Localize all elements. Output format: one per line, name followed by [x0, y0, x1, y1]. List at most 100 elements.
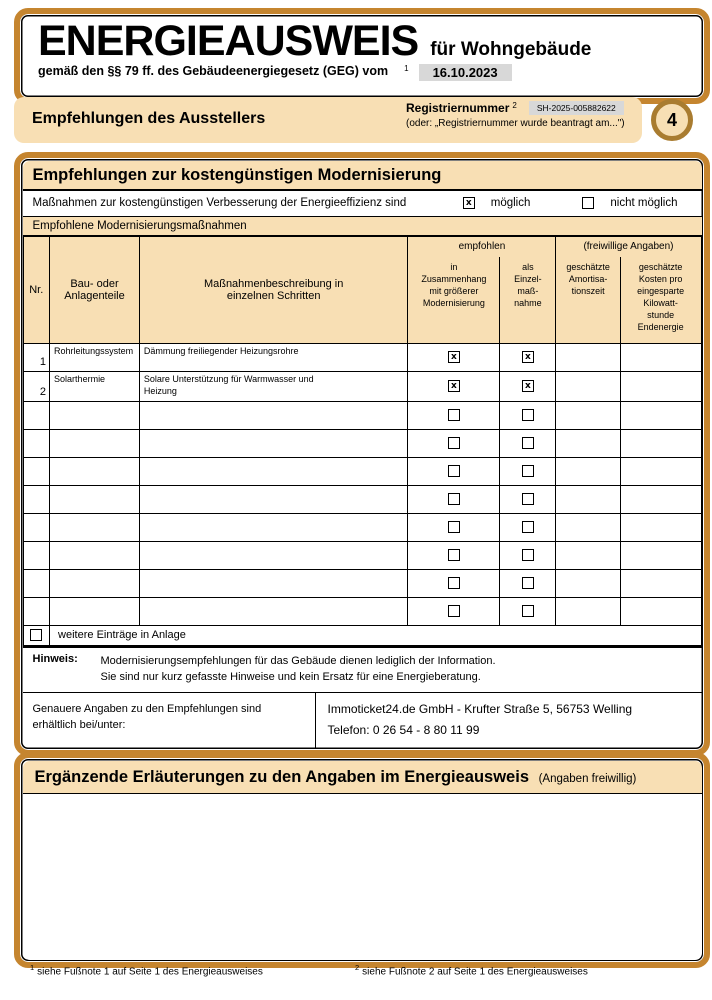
- checkbox-single[interactable]: [521, 436, 534, 449]
- header-group-recommended: empfohlen: [407, 235, 557, 257]
- cell-single: [499, 568, 557, 598]
- table-row: [22, 596, 702, 626]
- recommended-measures-title: Empfohlene Modernisierungsmaßnahmen: [22, 216, 702, 236]
- cell-amortization: [555, 370, 621, 402]
- header-cost: geschätzte Kosten pro eingesparte Kilowa…: [619, 256, 702, 344]
- cell-description: [138, 568, 409, 598]
- checkbox-combo[interactable]: [447, 548, 460, 561]
- table-header-sub-row: in Zusammenhang mit größerer Modernisier…: [23, 256, 702, 344]
- cell-single: [499, 596, 557, 626]
- cell-part: [49, 512, 140, 542]
- table-row: [22, 540, 702, 570]
- checkbox-combo[interactable]: [447, 408, 460, 421]
- checkbox-combo[interactable]: x: [447, 350, 460, 363]
- header-single: als Einzel- maß- nahme: [499, 256, 557, 344]
- checkbox-single[interactable]: [521, 548, 534, 561]
- checkbox-single[interactable]: [521, 604, 534, 617]
- checkbox-combo[interactable]: [447, 464, 460, 477]
- checkbox-combo[interactable]: [447, 604, 460, 617]
- table-row: [22, 512, 702, 542]
- cell-description: [138, 428, 409, 458]
- measures-table: Nr. Bau- oder Anlagenteile Maßnahmenbesc…: [22, 235, 702, 646]
- cell-nr: 1: [22, 342, 51, 372]
- page-number-badge: 4: [651, 99, 693, 141]
- law-text: gemäß den §§ 79 ff. des Gebäudeenergiege…: [38, 64, 389, 78]
- cell-combo: x: [407, 370, 501, 402]
- cell-description: [138, 484, 409, 514]
- checkbox-combo[interactable]: [447, 520, 460, 533]
- hinweis-line1: Modernisierungsempfehlungen für das Gebä…: [100, 654, 496, 667]
- cell-part: Rohrleitungssystem: [49, 342, 140, 372]
- checkbox-single[interactable]: [521, 520, 534, 533]
- section-title: Empfehlungen des Ausstellers: [32, 110, 266, 127]
- table-row: [22, 484, 702, 514]
- checkbox-single[interactable]: x: [521, 379, 534, 392]
- cell-single: [499, 456, 557, 486]
- cell-combo: [407, 512, 501, 542]
- checkbox-combo[interactable]: [447, 576, 460, 589]
- cell-amortization: [555, 512, 621, 542]
- cell-single: [499, 400, 557, 430]
- cell-part: [49, 400, 140, 430]
- page-number: 4: [666, 109, 677, 130]
- more-entries-label: weitere Einträge in Anlage: [49, 624, 702, 646]
- checkbox-combo[interactable]: [447, 492, 460, 505]
- checkbox-single[interactable]: [521, 408, 534, 421]
- cell-description: [138, 596, 409, 626]
- checkbox-possible[interactable]: x: [462, 197, 475, 209]
- cell-more-checkbox: [22, 624, 51, 646]
- cell-part: [49, 596, 140, 626]
- hinweis-text: Modernisierungsempfehlungen für das Gebä…: [101, 653, 496, 686]
- cell-nr: [22, 568, 51, 598]
- cell-part: [49, 428, 140, 458]
- more-entries-row: weitere Einträge in Anlage: [22, 624, 702, 646]
- cell-combo: [407, 568, 501, 598]
- header-combo: in Zusammenhang mit größerer Modernisier…: [407, 256, 501, 344]
- document-title: ENERGIEAUSWEIS: [38, 17, 419, 65]
- checkbox-combo[interactable]: [447, 436, 460, 449]
- cell-single: [499, 428, 557, 458]
- cell-description: Dämmung freiliegender Heizungsrohre: [138, 342, 409, 372]
- supplement-title-text: Ergänzende Erläuterungen zu den Angaben …: [34, 767, 530, 786]
- cell-description: [138, 456, 409, 486]
- checkbox-combo[interactable]: x: [447, 379, 460, 392]
- checkbox-single[interactable]: x: [521, 350, 534, 363]
- cell-part: [49, 568, 140, 598]
- hinweis-section: Hinweis: Modernisierungsempfehlungen für…: [22, 645, 702, 692]
- cell-amortization: [555, 540, 621, 570]
- cell-description: Solare Unterstützung für Warmwasser und …: [138, 370, 409, 402]
- cell-cost: [619, 484, 702, 514]
- supplement-box: Ergänzende Erläuterungen zu den Angaben …: [14, 752, 710, 968]
- law-line: gemäß den §§ 79 ff. des Gebäudeenergiege…: [20, 63, 704, 81]
- cell-nr: [22, 456, 51, 486]
- supplement-title-suffix: (Angaben freiwillig): [538, 772, 637, 785]
- hinweis-line2: Sie sind nur kurz gefasste Hinweise und …: [100, 671, 481, 683]
- registration-footnote-marker: 2: [512, 101, 517, 110]
- checkbox-not-possible[interactable]: [582, 197, 595, 209]
- cell-amortization: [555, 428, 621, 458]
- cell-nr: [22, 512, 51, 542]
- cell-cost: [619, 596, 702, 626]
- cell-single: [499, 484, 557, 514]
- table-row: [22, 428, 702, 458]
- footnote-1-marker: 1: [30, 963, 35, 972]
- registration-block: Registriernummer 2 SH-2025-005882622 (od…: [406, 101, 640, 129]
- header-group-voluntary: (freiwillige Angaben): [555, 235, 702, 257]
- checkbox-more-entries[interactable]: [30, 628, 43, 641]
- cell-combo: [407, 540, 501, 570]
- footnote-1-text: siehe Fußnote 1 auf Seite 1 des Energiea…: [37, 966, 263, 978]
- cell-cost: [619, 568, 702, 598]
- cell-single: x: [499, 342, 557, 372]
- header-box: ENERGIEAUSWEIS für Wohngebäude gemäß den…: [14, 8, 710, 104]
- cell-part: [49, 540, 140, 570]
- checkbox-single[interactable]: [521, 576, 534, 589]
- checkbox-single[interactable]: [521, 492, 534, 505]
- footnote-1: 1 siehe Fußnote 1 auf Seite 1 des Energie…: [30, 963, 263, 977]
- supplement-blank-area: [22, 793, 702, 960]
- modernization-inner: Empfehlungen zur kostengünstigen Moderni…: [22, 160, 702, 748]
- cell-cost: [619, 540, 702, 570]
- checkbox-single[interactable]: [521, 464, 534, 477]
- document-subtitle: für Wohngebäude: [430, 39, 592, 60]
- contact-label-line2: erhältlich bei/unter:: [32, 719, 126, 731]
